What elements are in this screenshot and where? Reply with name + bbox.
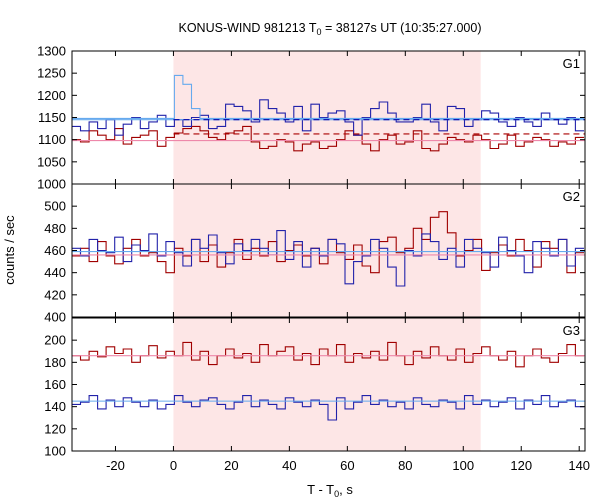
highlight-interval xyxy=(173,184,481,317)
x-tick-label: 80 xyxy=(398,458,412,473)
y-tick-label: 400 xyxy=(44,310,66,325)
panel-g2: 400 420 440 460 480 500 G2 xyxy=(44,183,586,325)
panel-g3: 100 120 140 160 180 200 G3 xyxy=(44,317,586,459)
y-tick-label: 500 xyxy=(44,199,66,214)
panel-label: G2 xyxy=(563,189,580,204)
y-tick-label: 440 xyxy=(44,265,66,280)
y-tick-label: 1050 xyxy=(37,154,66,169)
y-tick-label: 120 xyxy=(44,421,66,436)
y-tick-label: 480 xyxy=(44,221,66,236)
x-tick-label: 40 xyxy=(282,458,296,473)
y-tick-label: 1000 xyxy=(37,177,66,192)
x-tick-label: 0 xyxy=(170,458,177,473)
x-tick-label: 120 xyxy=(510,458,532,473)
y-tick-label: 460 xyxy=(44,243,66,258)
y-tick-label: 1200 xyxy=(37,88,66,103)
x-tick-label: -20 xyxy=(106,458,125,473)
y-tick-label: 1150 xyxy=(38,110,66,125)
y-tick-label: 420 xyxy=(44,287,66,302)
plot-area: 1000105011001150120012501300G14004204404… xyxy=(37,44,590,474)
x-tick-label: 20 xyxy=(224,458,238,473)
x-tick-label: 140 xyxy=(568,458,590,473)
x-axis-label: T - T0, s xyxy=(307,482,353,499)
series-light-blue xyxy=(72,74,584,119)
y-tick-label: 1250 xyxy=(37,66,66,81)
y-tick-label: 1300 xyxy=(37,44,66,59)
series-dark-red xyxy=(72,125,584,152)
x-tick-label: 100 xyxy=(452,458,474,473)
y-tick-label: 160 xyxy=(44,377,66,392)
y-axis-label: counts / sec xyxy=(2,215,17,285)
series-dark-blue xyxy=(72,230,584,287)
chart-title: KONUS-WIND 981213 T0 = 38127s UT (10:35:… xyxy=(179,21,482,37)
series-dark-blue xyxy=(72,99,584,136)
panel-g1: 1000 1050 1100 1150 1200 1250 1300 G1 xyxy=(37,44,586,192)
highlight-interval xyxy=(173,318,481,451)
panel-label: G3 xyxy=(563,323,580,338)
y-tick-label: 1100 xyxy=(38,132,66,147)
y-tick-label: 100 xyxy=(44,444,66,459)
series-dark-blue xyxy=(72,395,584,421)
panel-label: G1 xyxy=(563,56,580,71)
y-tick-label: 200 xyxy=(44,333,66,348)
y-tick-label: 180 xyxy=(44,355,66,370)
y-tick-label: 140 xyxy=(44,399,66,414)
x-tick-label: 60 xyxy=(340,458,354,473)
